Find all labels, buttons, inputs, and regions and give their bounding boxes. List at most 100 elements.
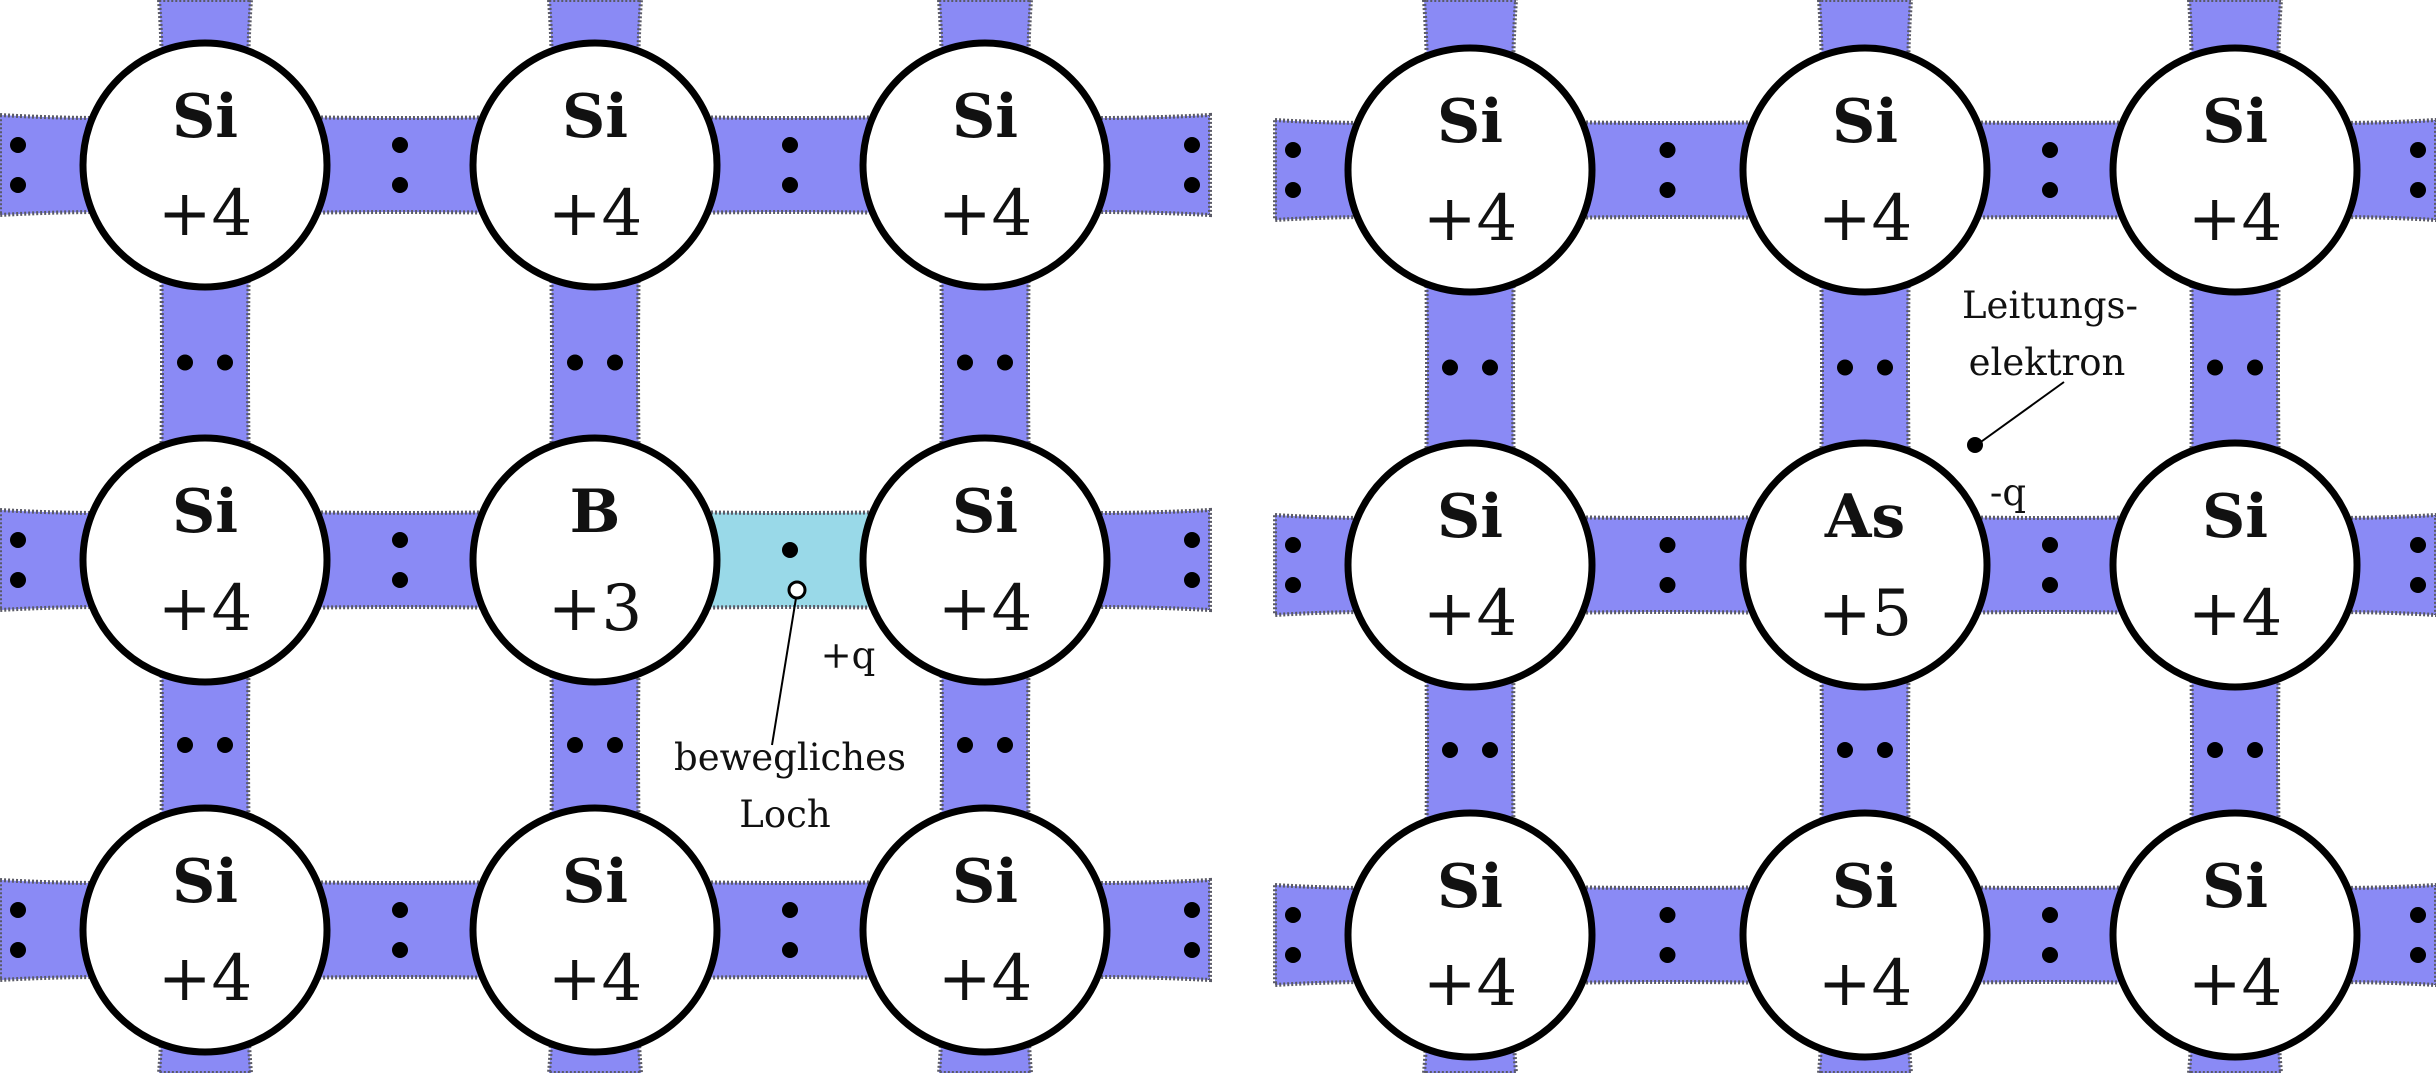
valence-electron [1482,359,1498,376]
atom-circle [79,434,331,686]
atom-symbol: B [570,477,621,547]
atom-circle [859,804,1111,1056]
valence-electron [392,942,408,958]
valence-electron [997,354,1013,371]
atom-circle [1739,439,1991,691]
atom-charge: +4 [938,177,1032,251]
atom-charge: +5 [1818,577,1912,651]
valence-electron [1837,742,1853,758]
atom-charge: +4 [158,572,252,646]
atom: B +3 [469,434,721,686]
atoms-layer: Si +4 Si +4 Si +4 Si +4 B +3 Si +4 Si +4 Si +4 Si +4 Si +4 S… [79,39,2361,1061]
atom-charge: +4 [2188,182,2282,256]
atom: Si +4 [469,804,721,1056]
atom-charge: +4 [548,177,642,251]
atom: Si +4 [859,434,1111,686]
valence-electron [10,572,26,588]
atom-symbol: Si [1832,852,1898,922]
valence-electron [2247,359,2263,376]
atom-circle [2109,44,2361,296]
atom-symbol: Si [1437,852,1503,922]
atom: Si +4 [1344,439,1596,691]
atom: As +5 [1739,439,1991,691]
atom-symbol: Si [172,82,238,152]
electron-annotation: Leitungs- elektron -q [1962,284,2138,514]
atom-circle [859,39,1111,291]
valence-electron [1184,137,1200,153]
valence-electron [1285,907,1301,923]
hole-charge-label: +q [821,634,876,677]
atom-symbol: Si [1437,87,1503,157]
valence-electron [392,572,408,588]
atom: Si +4 [859,804,1111,1056]
atom: Si +4 [1739,809,1991,1061]
atom: Si +4 [79,39,331,291]
atom-charge: +3 [548,572,642,646]
valence-electron [392,902,408,918]
valence-electron [1285,537,1301,553]
valence-electron [1285,947,1301,963]
valence-electron [10,137,26,153]
valence-electron [1877,359,1893,376]
valence-electron [392,532,408,548]
atom-charge: +4 [1423,947,1517,1021]
valence-electron [177,737,193,753]
atom-symbol: Si [172,847,238,917]
atom-charge: +4 [938,942,1032,1016]
valence-electron [1482,742,1498,758]
atom: Si +4 [469,39,721,291]
hole-label-line1: bewegliches [674,736,906,779]
atom-charge: +4 [1818,182,1912,256]
electron-label-line1: Leitungs- [1962,284,2138,327]
valence-electron [392,137,408,153]
valence-electron [2247,742,2263,758]
electron-pointer-line [1977,381,2065,445]
valence-electron [177,354,193,371]
valence-electron [1184,902,1200,918]
atom-circle [2109,439,2361,691]
valence-electron [1659,142,1676,158]
atom-symbol: Si [1832,87,1898,157]
valence-electron [1659,182,1676,198]
atom-symbol: Si [2202,482,2268,552]
conduction-electron [1967,437,1983,453]
valence-electron [1442,742,1458,758]
valence-electron [1659,537,1676,553]
valence-electron [1184,942,1200,958]
valence-electron [10,942,26,958]
electron-charge-label: -q [1990,471,2026,514]
valence-electron [1837,359,1853,376]
valence-electron [2410,182,2426,198]
valence-electron [10,902,26,918]
valence-electron [2042,182,2058,198]
valence-electron [567,737,583,753]
valence-electron [2042,537,2058,553]
valence-electron [1285,182,1301,198]
atom-circle [1739,809,1991,1061]
atom-symbol: Si [172,477,238,547]
valence-electron [2207,742,2223,758]
atom-symbol: As [1824,482,1905,552]
atom-circle [1344,439,1596,691]
atom-symbol: Si [952,847,1018,917]
valence-electron [2042,947,2058,963]
valence-electron [782,177,798,193]
atom-charge: +4 [548,942,642,1016]
atom-symbol: Si [562,82,628,152]
atom-circle [469,804,721,1056]
atom-circle [1344,809,1596,1061]
valence-electron [2410,537,2426,553]
valence-electron [217,354,233,371]
valence-electron [607,737,623,753]
hole-annotation: +q bewegliches Loch [674,580,906,836]
atom-charge: +4 [1423,182,1517,256]
valence-electron [1184,572,1200,588]
atom-circle [79,39,331,291]
valence-electron [2410,577,2426,593]
atom-charge: +4 [2188,947,2282,1021]
valence-electron [2410,947,2426,963]
valence-electron [607,354,623,371]
electron-label-line2: elektron [1969,341,2126,384]
atom-symbol: Si [952,82,1018,152]
